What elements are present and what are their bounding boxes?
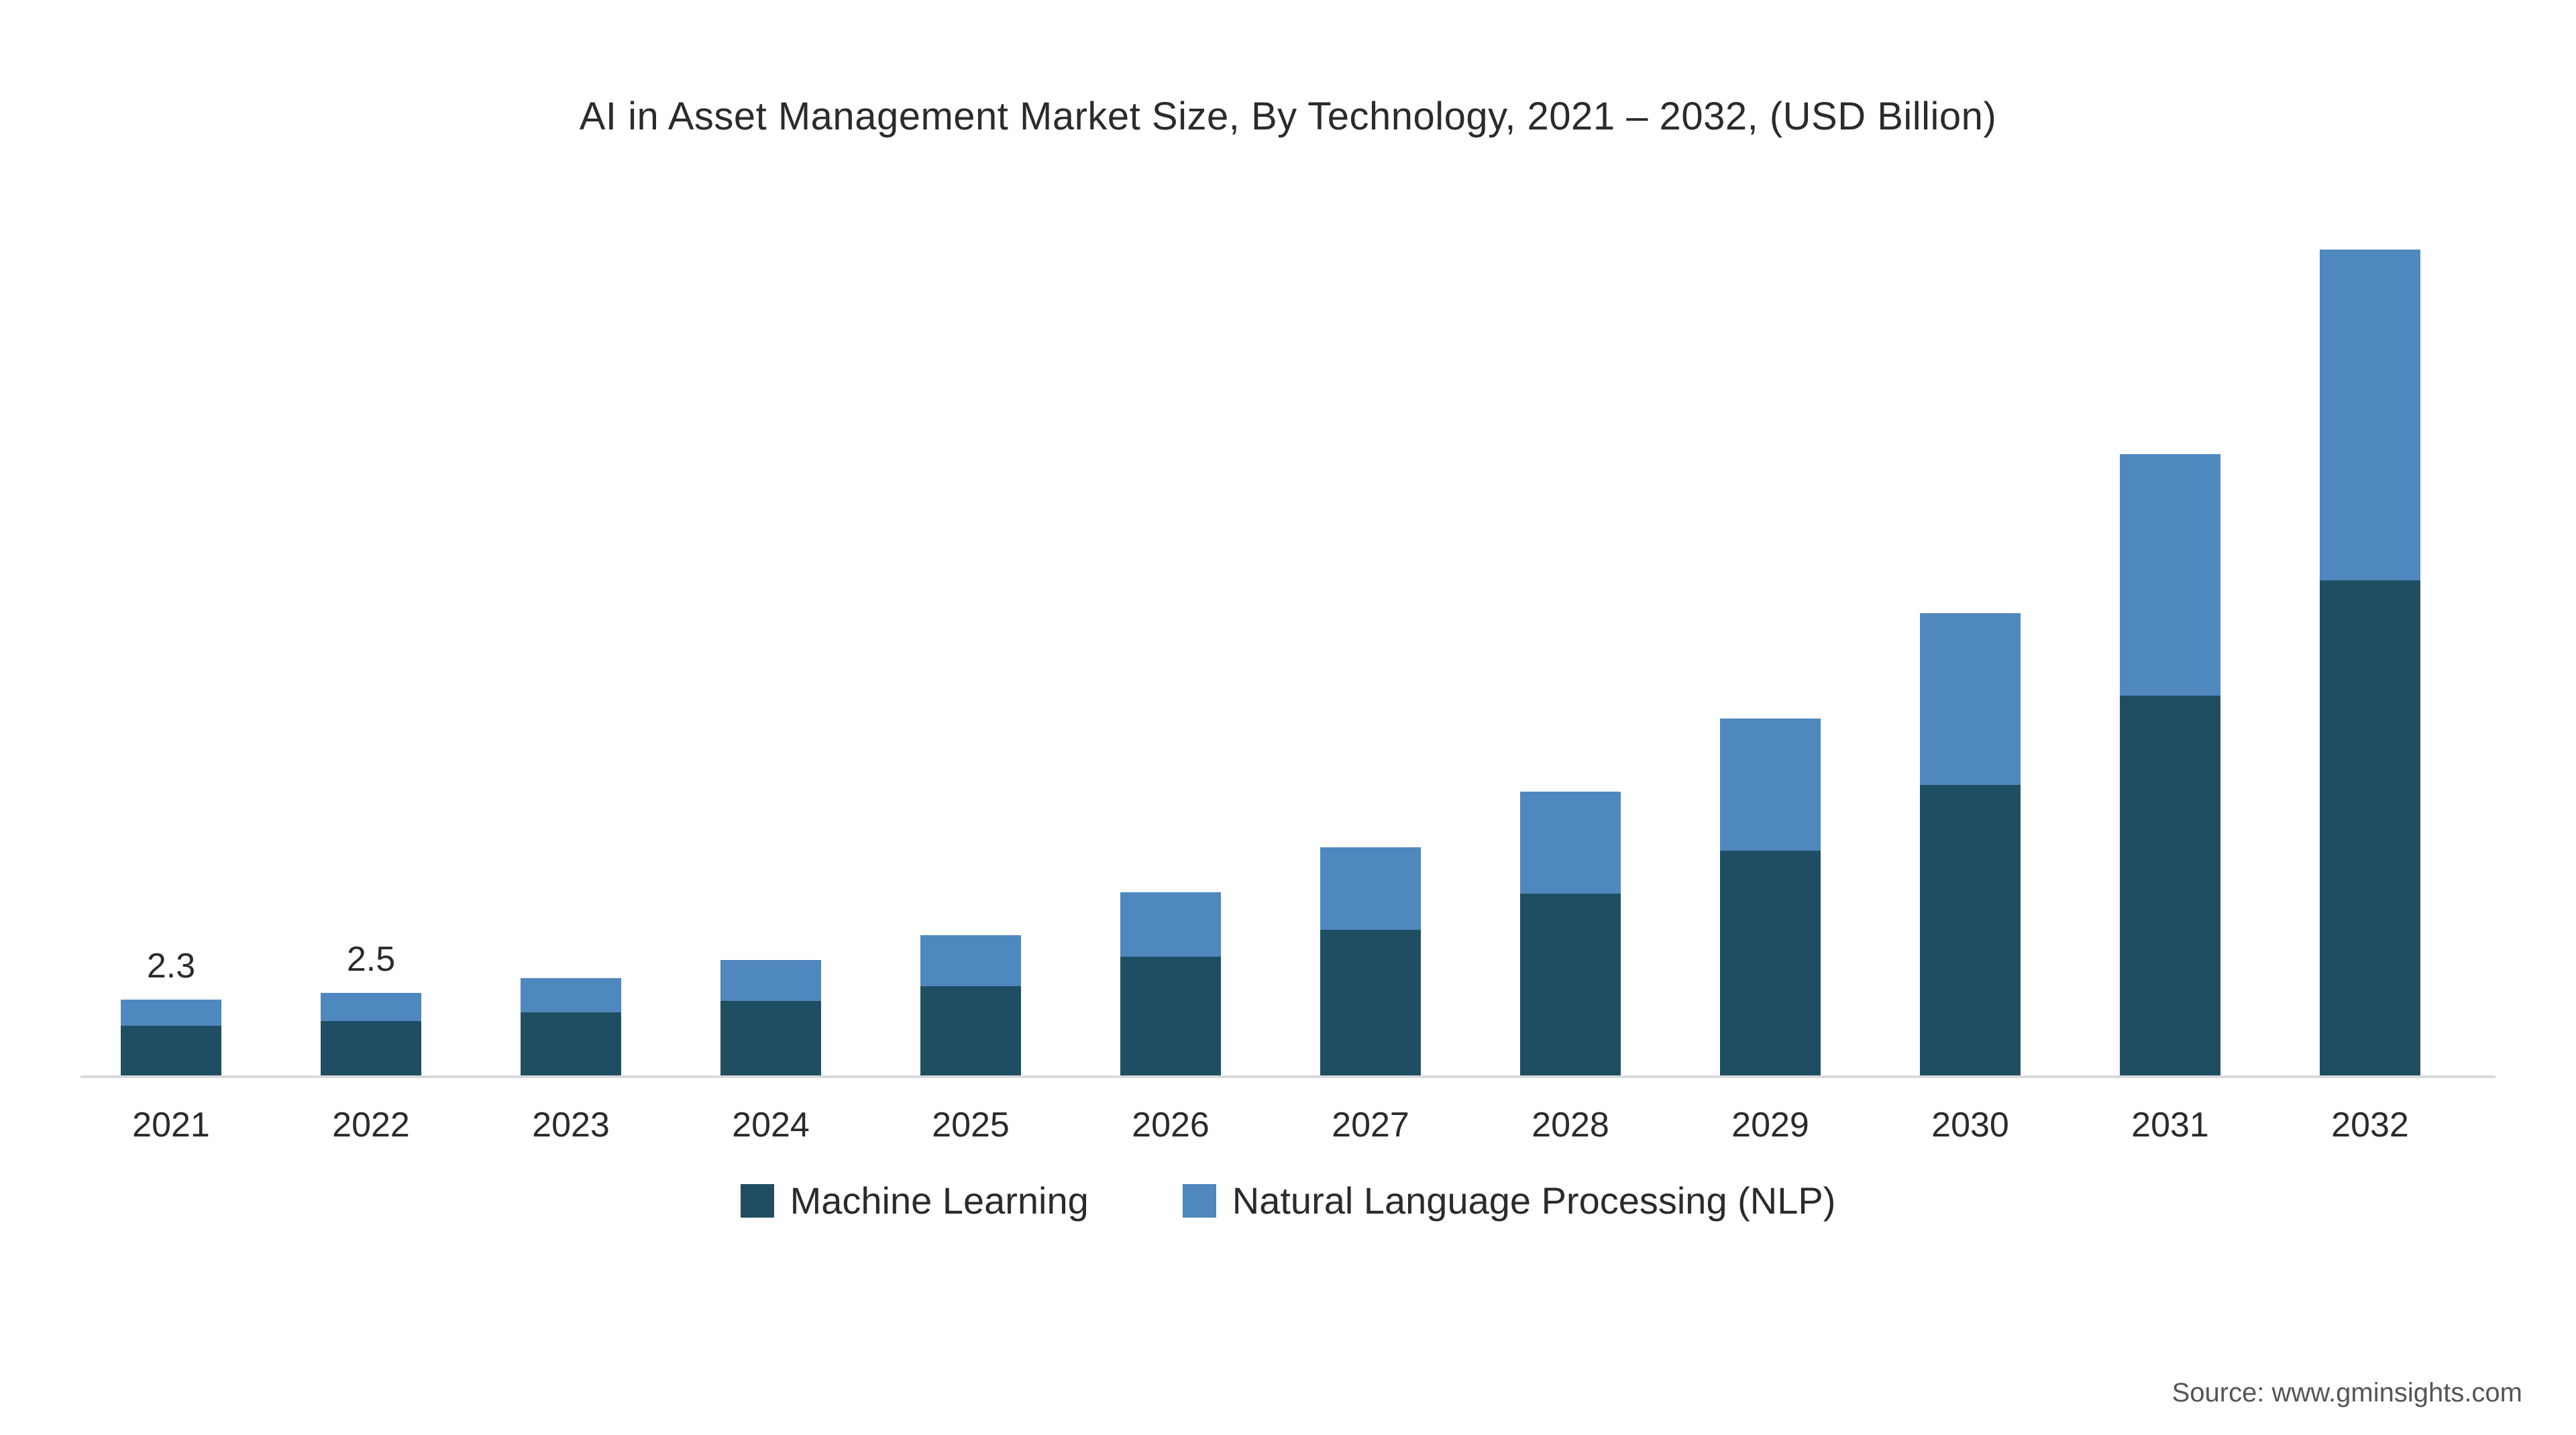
bar-segment — [920, 935, 1021, 986]
bar-group — [920, 935, 1021, 1075]
bar-segment — [720, 1001, 821, 1075]
bar-segment — [321, 993, 421, 1021]
bar-segment — [1520, 894, 1621, 1075]
bar-segment — [2120, 454, 2220, 695]
bar-group — [720, 960, 821, 1075]
bar-segment — [2320, 580, 2420, 1075]
bar-segment — [1920, 613, 2021, 785]
x-axis-label: 2031 — [2131, 1105, 2209, 1145]
bar-segment — [720, 960, 821, 1002]
legend-swatch-ml — [741, 1184, 774, 1218]
bar-segment — [920, 986, 1021, 1075]
x-axis-label: 2025 — [932, 1105, 1010, 1145]
chart-title: AI in Asset Management Market Size, By T… — [80, 94, 2496, 139]
x-axis-label: 2026 — [1132, 1105, 1210, 1145]
legend-swatch-nlp — [1183, 1184, 1216, 1218]
bar-group — [1520, 792, 1621, 1075]
bar-segment — [121, 1000, 221, 1026]
bar-segment — [1720, 851, 1821, 1075]
source-attribution: Source: www.gminsights.com — [2172, 1378, 2522, 1408]
legend-item-ml: Machine Learning — [741, 1179, 1089, 1222]
x-axis-label: 2032 — [2331, 1105, 2409, 1145]
bar-segment — [1520, 792, 1621, 894]
x-axis-label: 2021 — [132, 1105, 210, 1145]
bar-segment — [1120, 892, 1221, 957]
bar-group: 2.5 — [321, 993, 421, 1075]
x-axis-label: 2022 — [332, 1105, 410, 1145]
bar-data-label: 2.3 — [147, 946, 195, 986]
x-axis-label: 2030 — [1931, 1105, 2009, 1145]
bar-data-label: 2.5 — [347, 939, 395, 979]
plot-area: 2.3 2.5 — [80, 219, 2496, 1078]
bar-segment — [121, 1026, 221, 1075]
chart-container: AI in Asset Management Market Size, By T… — [80, 94, 2496, 1222]
legend-label-ml: Machine Learning — [790, 1179, 1089, 1222]
bar-segment — [1320, 847, 1421, 930]
bar-group — [1320, 847, 1421, 1075]
x-axis-label: 2024 — [732, 1105, 810, 1145]
x-axis-label: 2029 — [1731, 1105, 1809, 1145]
bar-segment — [1120, 957, 1221, 1075]
x-axis-label: 2023 — [532, 1105, 610, 1145]
bar-segment — [521, 978, 621, 1013]
bar-group — [521, 978, 621, 1075]
x-axis-labels: 2021 2022 2023 2024 2025 2026 2027 2028 2029 2030… — [80, 1078, 2496, 1159]
bar-segment — [1920, 785, 2021, 1075]
legend-label-nlp: Natural Language Processing (NLP) — [1232, 1179, 1836, 1222]
bar-segment — [2320, 250, 2420, 580]
bar-segment — [321, 1021, 421, 1075]
bar-group — [1920, 613, 2021, 1075]
bar-group — [1120, 892, 1221, 1075]
bar-group: 2.3 — [121, 1000, 221, 1075]
bar-segment — [521, 1012, 621, 1075]
bar-segment — [2120, 696, 2220, 1075]
bar-group — [2120, 454, 2220, 1075]
legend-item-nlp: Natural Language Processing (NLP) — [1183, 1179, 1836, 1222]
bar-segment — [1320, 930, 1421, 1075]
bar-segment — [1720, 719, 1821, 851]
x-axis-label: 2027 — [1332, 1105, 1409, 1145]
x-axis-label: 2028 — [1532, 1105, 1609, 1145]
bar-group — [2320, 250, 2420, 1075]
legend: Machine Learning Natural Language Proces… — [80, 1179, 2496, 1222]
bar-group — [1720, 719, 1821, 1075]
